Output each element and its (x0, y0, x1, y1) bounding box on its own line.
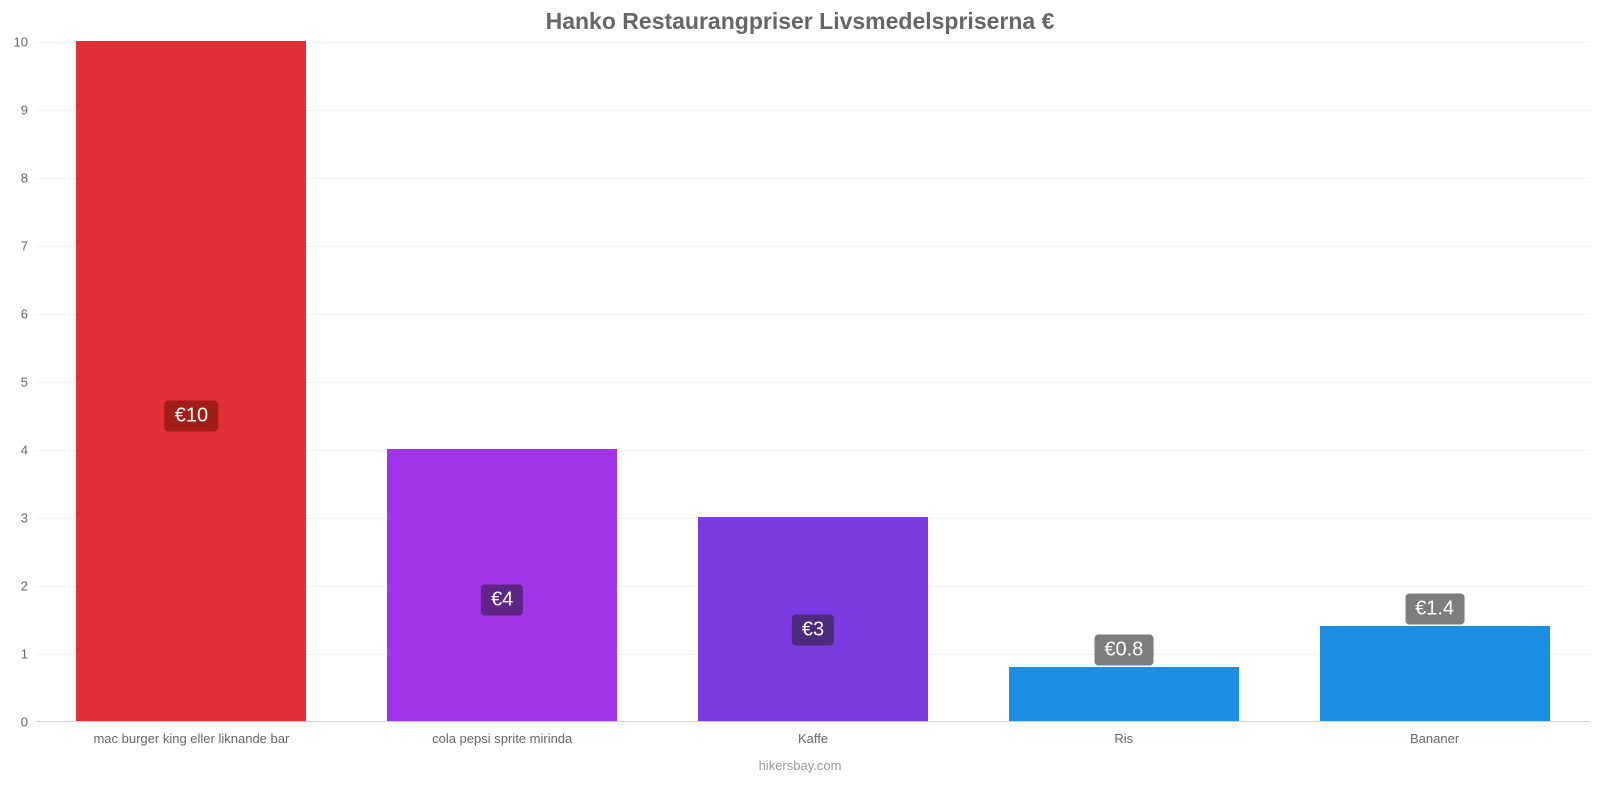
chart-footer: hikersbay.com (0, 758, 1600, 773)
y-tick-label: 10 (14, 35, 36, 50)
x-tick-label: Ris (1114, 721, 1133, 746)
x-tick-label: Kaffe (798, 721, 828, 746)
chart-title: Hanko Restaurangpriser Livsmedelsprisern… (0, 8, 1600, 35)
y-tick-label: 2 (21, 579, 36, 594)
y-tick-label: 5 (21, 375, 36, 390)
bar (1320, 626, 1550, 721)
x-tick-label: cola pepsi sprite mirinda (432, 721, 572, 746)
y-tick-label: 3 (21, 511, 36, 526)
bar-value-label: €4 (481, 584, 523, 615)
plot-area: 012345678910€10mac burger king eller lik… (36, 42, 1590, 722)
bar-value-label: €0.8 (1094, 634, 1153, 665)
y-tick-label: 4 (21, 443, 36, 458)
bar-value-label: €10 (165, 401, 218, 432)
y-tick-label: 1 (21, 647, 36, 662)
bar-value-label: €3 (792, 615, 834, 646)
y-tick-label: 9 (21, 103, 36, 118)
y-tick-label: 8 (21, 171, 36, 186)
y-tick-label: 6 (21, 307, 36, 322)
y-tick-label: 0 (21, 715, 36, 730)
x-tick-label: Bananer (1410, 721, 1459, 746)
price-chart: Hanko Restaurangpriser Livsmedelsprisern… (0, 0, 1600, 800)
y-tick-label: 7 (21, 239, 36, 254)
bar (76, 41, 306, 721)
bar (1009, 667, 1239, 721)
bar-value-label: €1.4 (1405, 593, 1464, 624)
x-tick-label: mac burger king eller liknande bar (93, 721, 289, 746)
